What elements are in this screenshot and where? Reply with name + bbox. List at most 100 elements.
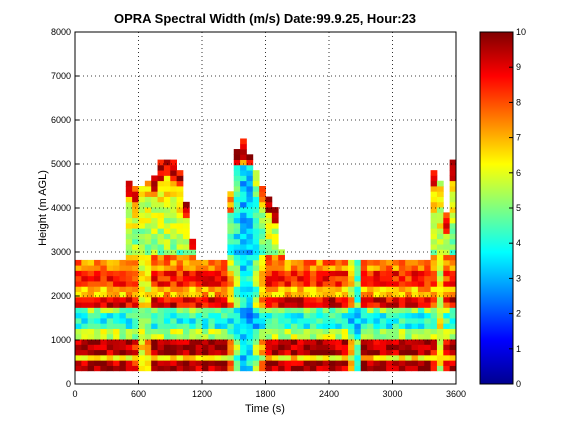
- heatmap-cell: [163, 201, 171, 208]
- heatmap-cell: [329, 307, 336, 314]
- heatmap-cell: [405, 349, 412, 356]
- heatmap-cell: [411, 339, 419, 345]
- heatmap-cell: [240, 186, 247, 192]
- heatmap-cell: [449, 265, 457, 271]
- heatmap-cell: [208, 360, 216, 366]
- heatmap-cell: [75, 281, 82, 287]
- heatmap-cell: [259, 291, 266, 298]
- heatmap-cell: [436, 259, 444, 266]
- heatmap-cell: [271, 238, 279, 245]
- heatmap-cell: [144, 201, 152, 208]
- heatmap-cell: [265, 360, 273, 366]
- heatmap-cell: [265, 365, 273, 372]
- y-tick-label: 1000: [51, 335, 71, 345]
- colorbar-tick-label: 8: [516, 97, 521, 107]
- heatmap-cell: [436, 360, 444, 366]
- heatmap-cell: [392, 302, 400, 308]
- heatmap-cell: [233, 238, 241, 245]
- heatmap-cell: [214, 291, 222, 298]
- heatmap-cell: [284, 296, 292, 303]
- heatmap-cell: [182, 265, 190, 271]
- heatmap-cell: [316, 270, 324, 277]
- heatmap-cell: [360, 365, 368, 372]
- heatmap-cell: [208, 328, 216, 335]
- heatmap-cell: [265, 270, 273, 277]
- heatmap-cell: [221, 286, 228, 292]
- heatmap-cell: [417, 323, 425, 329]
- heatmap-cell: [430, 265, 438, 271]
- heatmap-cell: [100, 281, 108, 287]
- heatmap-cell: [94, 354, 101, 361]
- heatmap-cell: [303, 333, 311, 340]
- heatmap-cell: [75, 333, 82, 340]
- heatmap-cell: [125, 259, 133, 266]
- heatmap-cell: [246, 222, 254, 229]
- colorbar-tick-label: 5: [516, 203, 521, 213]
- heatmap-cell: [144, 180, 152, 187]
- heatmap-cell: [221, 323, 228, 329]
- heatmap-cell: [214, 318, 222, 324]
- heatmap-cell: [379, 339, 387, 345]
- heatmap-cell: [189, 259, 197, 266]
- heatmap-cell: [144, 312, 152, 319]
- heatmap-cell: [182, 228, 190, 234]
- heatmap-cell: [341, 354, 349, 361]
- heatmap-cell: [151, 222, 158, 229]
- heatmap-cell: [290, 339, 298, 345]
- colorbar-tick-label: 0: [516, 379, 521, 389]
- heatmap-cell: [449, 360, 457, 366]
- heatmap-cell: [252, 180, 260, 187]
- heatmap-cell: [449, 201, 457, 208]
- x-axis-label: Time (s): [245, 403, 285, 415]
- heatmap-cell: [367, 307, 374, 314]
- heatmap-cell: [246, 233, 254, 240]
- heatmap-cell: [379, 328, 387, 335]
- heatmap-cell: [163, 170, 171, 176]
- heatmap-cell: [367, 349, 374, 356]
- heatmap-cell: [202, 344, 209, 351]
- colorbar-tick-label: 10: [516, 27, 526, 37]
- heatmap-cell: [157, 159, 165, 166]
- heatmap-cell: [373, 275, 381, 282]
- heatmap-cell: [100, 344, 108, 351]
- heatmap-cell: [290, 328, 298, 335]
- heatmap-cell: [379, 275, 387, 282]
- heatmap-cell: [398, 259, 406, 266]
- heatmap-cell: [100, 286, 108, 292]
- heatmap-cell: [348, 339, 355, 345]
- heatmap-cell: [278, 259, 285, 266]
- heatmap-cell: [227, 196, 235, 203]
- heatmap-cell: [386, 281, 393, 287]
- heatmap-cell: [335, 307, 343, 314]
- heatmap-cell: [170, 281, 177, 287]
- heatmap-cell: [360, 265, 368, 271]
- heatmap-cell: [151, 360, 158, 366]
- heatmap-cell: [87, 296, 95, 303]
- heatmap-cell: [157, 302, 165, 308]
- heatmap-cell: [144, 360, 152, 366]
- heatmap-cell: [151, 212, 158, 219]
- heatmap-cell: [233, 365, 241, 372]
- heatmap-cell: [329, 312, 336, 319]
- heatmap-cell: [436, 244, 444, 250]
- heatmap-cell: [214, 354, 222, 361]
- heatmap-cell: [246, 186, 254, 192]
- heatmap-cell: [106, 291, 114, 298]
- heatmap-cell: [132, 207, 139, 213]
- heatmap-cell: [252, 296, 260, 303]
- heatmap-cell: [449, 286, 457, 292]
- heatmap-cell: [157, 270, 165, 277]
- heatmap-cell: [163, 270, 171, 277]
- heatmap-cell: [411, 291, 419, 298]
- heatmap-cell: [94, 339, 101, 345]
- heatmap-cell: [100, 349, 108, 356]
- heatmap-cell: [100, 302, 108, 308]
- heatmap-cell: [398, 365, 406, 372]
- heatmap-cell: [138, 349, 146, 356]
- heatmap-cell: [284, 307, 292, 314]
- heatmap-cell: [430, 328, 438, 335]
- heatmap-cell: [373, 365, 381, 372]
- heatmap-cell: [290, 291, 298, 298]
- heatmap-cell: [392, 275, 400, 282]
